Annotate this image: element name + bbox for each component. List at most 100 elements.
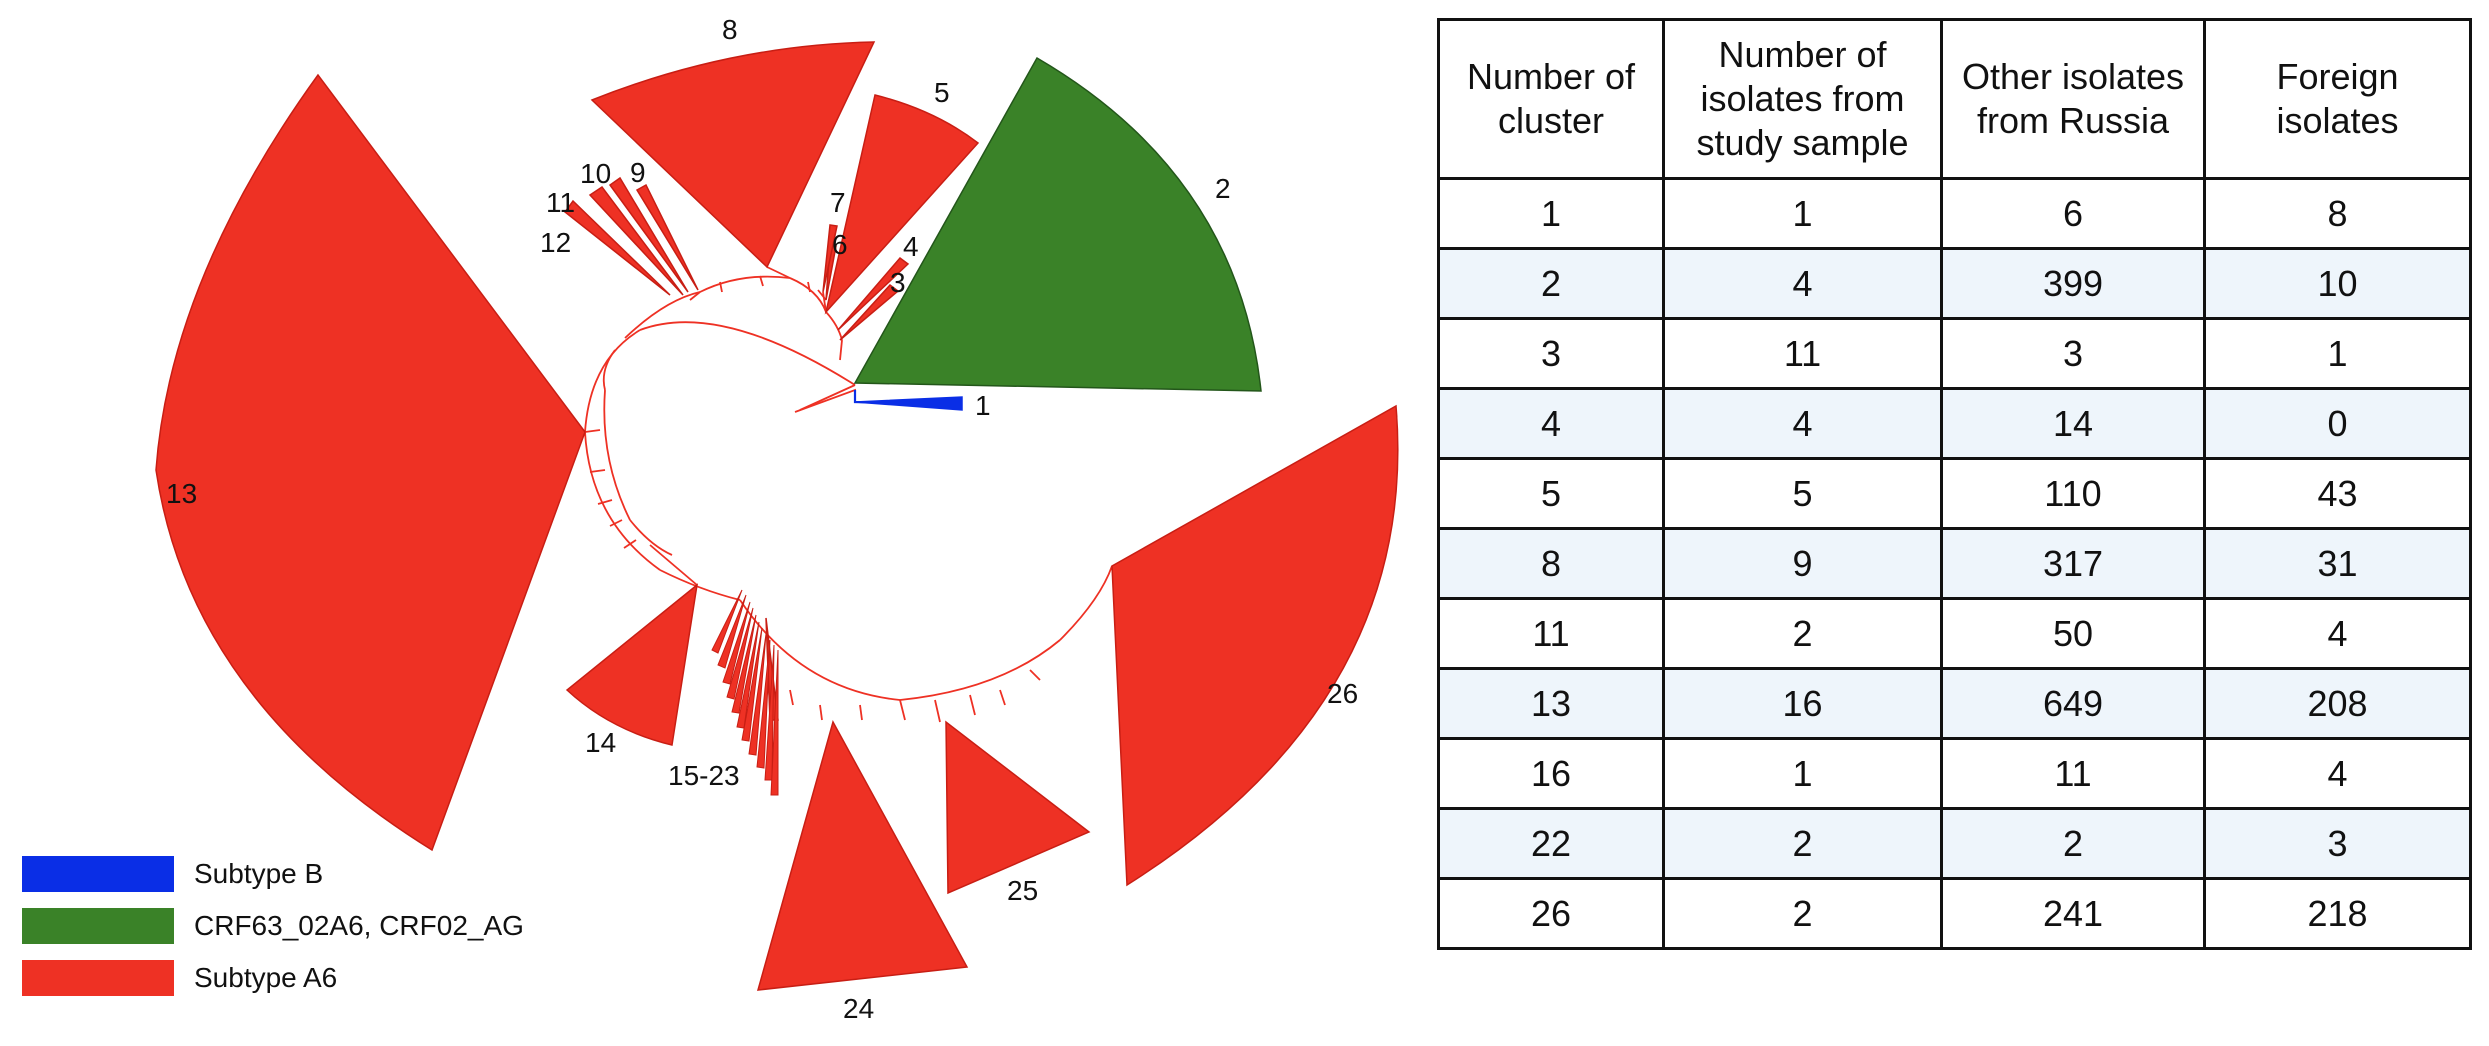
column-header: Other isolates from Russia <box>1940 18 2206 180</box>
table-body: 1 1 6 8 2 4 399 10 3 11 3 1 4 4 14 0 5 5 110 43 8 9 317 31 11 2 50… <box>1437 177 2472 950</box>
cluster-wedge-12 <box>563 199 671 296</box>
table-row: 26 2 241 218 <box>1437 877 2472 950</box>
table-row: 5 5 110 43 <box>1437 457 2472 530</box>
table-cell: 3 <box>1437 317 1665 390</box>
cluster-tip-15-23-4 <box>731 614 757 714</box>
cluster-label-15-23: 15-23 <box>668 760 740 791</box>
table-cell: 11 <box>1662 317 1943 390</box>
table-cell: 218 <box>2203 877 2472 950</box>
table-cell: 4 <box>2203 597 2472 670</box>
column-header: Foreign isolates <box>2203 18 2472 180</box>
table-cell: 2 <box>1662 877 1943 950</box>
cluster-wedge-13 <box>155 73 586 852</box>
table-cell: 5 <box>1437 457 1665 530</box>
cluster-tip-15-23-1 <box>717 594 747 669</box>
column-header: Number of isolates from study sample <box>1662 18 1943 180</box>
legend-label: CRF63_02A6, CRF02_AG <box>194 910 524 941</box>
cluster-label-3: 3 <box>890 267 906 298</box>
cluster-label-25: 25 <box>1007 875 1038 906</box>
cluster-wedges <box>155 41 1399 991</box>
table-cell: 4 <box>1662 387 1943 460</box>
table-cell: 13 <box>1437 667 1665 740</box>
cluster-tip-15-23-3 <box>726 607 754 700</box>
table-cell: 43 <box>2203 457 2472 530</box>
table-cell: 31 <box>2203 527 2472 600</box>
cluster-label-12: 12 <box>540 227 571 258</box>
column-header: Number of cluster <box>1437 18 1665 180</box>
cluster-wedge-26 <box>1111 404 1399 887</box>
table-cell: 2 <box>1662 807 1943 880</box>
cluster-tip-15-23-10 <box>770 649 779 796</box>
cluster-wedge-7 <box>822 224 838 293</box>
table-row: 13 16 649 208 <box>1437 667 2472 740</box>
cluster-wedge-3 <box>839 283 900 341</box>
cluster-label-14: 14 <box>585 727 616 758</box>
table-cell: 8 <box>1437 527 1665 600</box>
cluster-label-11: 11 <box>546 187 575 218</box>
cluster-tip-15-23-5 <box>736 621 760 729</box>
legend-swatch-crf <box>22 908 174 944</box>
legend-label: Subtype B <box>194 858 324 889</box>
legend-item-subtype-b: Subtype B <box>22 848 722 900</box>
table-cell: 3 <box>2203 807 2472 880</box>
table-cell: 11 <box>1437 597 1665 670</box>
cluster-label-10: 10 <box>580 158 611 189</box>
table-row: 22 2 2 3 <box>1437 807 2472 880</box>
table-row: 16 1 11 4 <box>1437 737 2472 810</box>
table-row: 11 2 50 4 <box>1437 597 2472 670</box>
table-cell: 11 <box>1940 737 2206 810</box>
tree-branches <box>584 266 1113 723</box>
table-cell: 50 <box>1940 597 2206 670</box>
table-cell: 8 <box>2203 177 2472 250</box>
table-cell: 2 <box>1662 597 1943 670</box>
legend-swatch-subtype-b <box>22 856 174 892</box>
table-cell: 4 <box>2203 737 2472 810</box>
table-cell: 1 <box>1662 737 1943 810</box>
cluster-wedge-8 <box>590 41 876 269</box>
cluster-label-9: 9 <box>630 157 646 188</box>
cluster-label-7: 7 <box>830 187 846 218</box>
table-cell: 5 <box>1662 457 1943 530</box>
cluster-label-5: 5 <box>934 77 950 108</box>
legend: Subtype B CRF63_02A6, CRF02_AG Subtype A… <box>22 848 722 1004</box>
cluster-label-2: 2 <box>1215 173 1231 204</box>
cluster-wedge-9 <box>635 183 699 291</box>
table-cell: 399 <box>1940 247 2206 320</box>
table-cell: 110 <box>1940 457 2206 530</box>
table-cell: 241 <box>1940 877 2206 950</box>
table-cell: 1 <box>2203 317 2472 390</box>
cluster-tip-15-23-6 <box>741 627 763 742</box>
cluster-tip-15-23-7 <box>748 633 767 756</box>
cluster-tip-15-23-2 <box>722 601 751 685</box>
table-row: 8 9 317 31 <box>1437 527 2472 600</box>
legend-swatch-subtype-a6 <box>22 960 174 996</box>
table-cell: 3 <box>1940 317 2206 390</box>
cluster-wedge-4 <box>837 256 910 331</box>
table-row: 3 11 3 1 <box>1437 317 2472 390</box>
table-cell: 649 <box>1940 667 2206 740</box>
table-cell: 1 <box>1437 177 1665 250</box>
cluster-table: Number of cluster Number of isolates fro… <box>1437 18 2472 950</box>
table-cell: 4 <box>1662 247 1943 320</box>
cluster-table-container: Number of cluster Number of isolates fro… <box>1437 18 2472 950</box>
cluster-wedge-5 <box>824 94 980 315</box>
cluster-wedge-14 <box>565 583 699 746</box>
cluster-tip-15-23-0 <box>711 589 743 654</box>
cluster-tip-15-23-8 <box>756 639 771 769</box>
table-header-row: Number of cluster Number of isolates fro… <box>1437 18 2472 180</box>
cluster-wedge-25 <box>945 720 1091 895</box>
table-cell: 4 <box>1437 387 1665 460</box>
cluster-label-6: 6 <box>832 229 848 260</box>
cluster-label-8: 8 <box>722 14 738 45</box>
table-cell: 2 <box>1940 807 2206 880</box>
table-cell: 0 <box>2203 387 2472 460</box>
cluster-wedge-1 <box>854 396 963 411</box>
cluster-label-13: 13 <box>166 478 197 509</box>
table-cell: 9 <box>1662 527 1943 600</box>
table-cell: 2 <box>1437 247 1665 320</box>
cluster-wedge-2 <box>853 56 1262 392</box>
cluster-tip-15-23-9 <box>764 644 775 781</box>
cluster-label-26: 26 <box>1327 678 1358 709</box>
